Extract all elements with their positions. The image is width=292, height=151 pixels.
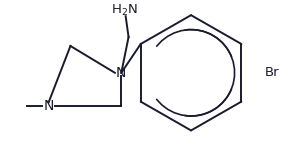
Text: Br: Br <box>265 66 280 79</box>
Text: H$_2$N: H$_2$N <box>111 3 138 18</box>
Text: N: N <box>116 66 126 80</box>
Text: N: N <box>44 99 54 113</box>
